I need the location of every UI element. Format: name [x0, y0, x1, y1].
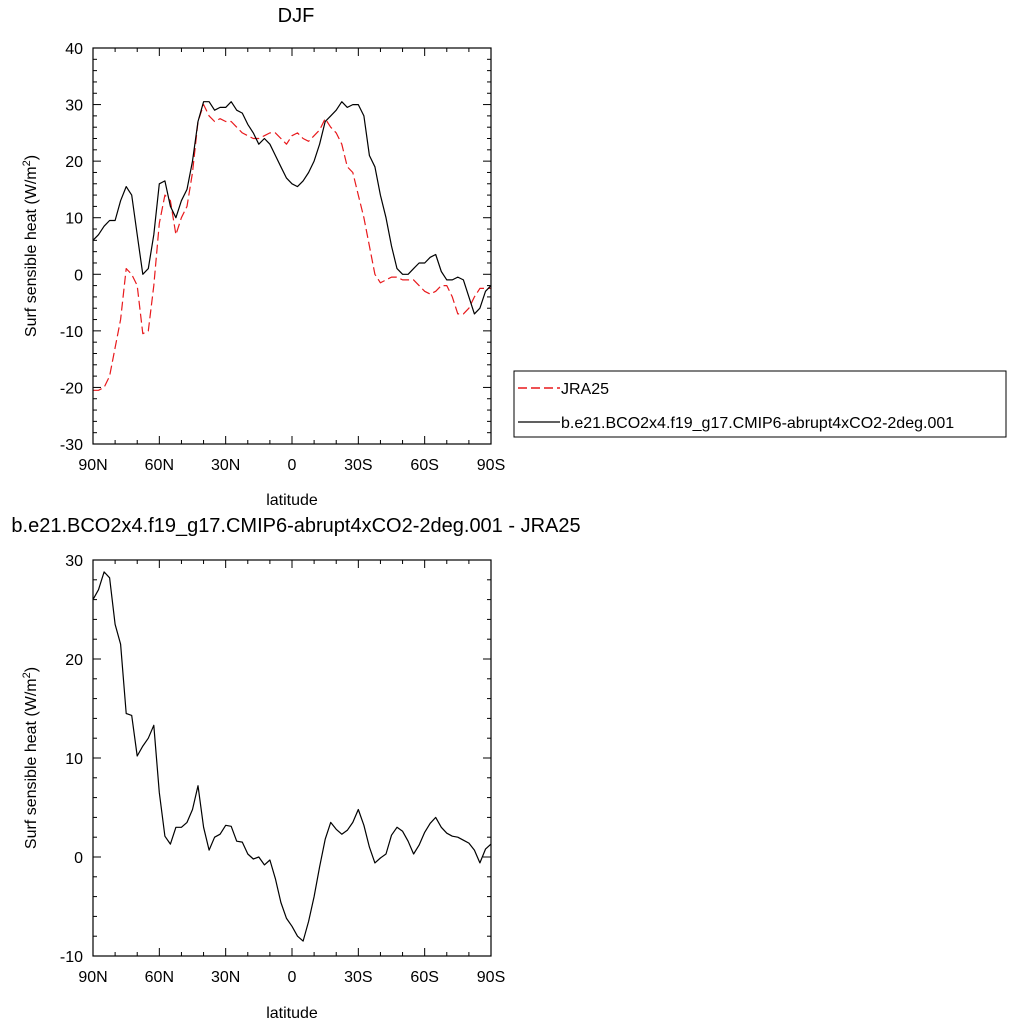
legend-label-jra25: JRA25 [561, 381, 609, 398]
x-tick-label: 90S [477, 457, 505, 474]
y-tick-label: 30 [65, 553, 83, 570]
series-line-1 [92, 101, 492, 315]
chart-djf: DJF 90N 60N 30N 0 30S 60S 90S -30 -20 -10 0 10 20 30 4… [21, 5, 1007, 509]
x-tick-label: 60N [145, 969, 174, 986]
legend-box [513, 370, 1007, 438]
y-tick-label: -20 [60, 380, 83, 397]
plot-frame [92, 47, 492, 445]
plot-frame [92, 559, 492, 957]
y-tick-label: -10 [60, 949, 83, 966]
y-tick-label: 40 [65, 41, 83, 58]
legend-label-model: b.e21.BCO2x4.f19_g17.CMIP6-abrupt4xCO2-2… [561, 415, 954, 432]
x-axis-label: latitude [266, 1005, 318, 1022]
x-tick-label: 90S [477, 969, 505, 986]
x-tick-label: 90N [78, 969, 107, 986]
legend: JRA25 b.e21.BCO2x4.f19_g17.CMIP6-abrupt4… [513, 370, 1007, 438]
y-axis-label-main: Surf sensible heat (W/m [23, 166, 40, 337]
y-tick-label: -30 [60, 437, 83, 454]
y-axis-label-main: Surf sensible heat (W/m [23, 678, 40, 849]
series-group [92, 571, 492, 942]
y-axis-label: Surf sensible heat (W/m2) [21, 155, 40, 337]
x-tick-label: 60S [410, 457, 438, 474]
series-group [92, 101, 492, 391]
y-axis-label-close: ) [23, 667, 40, 672]
series-line-0 [92, 571, 492, 942]
y-tick-label: 20 [65, 652, 83, 669]
chart-difference: b.e21.BCO2x4.f19_g17.CMIP6-abrupt4xCO2-2… [11, 515, 580, 1022]
x-tick-label: 30N [211, 457, 240, 474]
y-axis-label-sup: 2 [21, 160, 33, 166]
series-line-0 [93, 103, 491, 391]
y-axis-label-sup: 2 [21, 672, 33, 678]
x-tick-label: 90N [78, 457, 107, 474]
axes-ticks: 90N 60N 30N 0 30S 60S 90S -30 -20 -10 0 10 20 30 40 [60, 41, 505, 474]
x-tick-label: 0 [288, 457, 297, 474]
x-tick-label: 0 [288, 969, 297, 986]
y-tick-label: 30 [65, 98, 83, 115]
x-tick-label: 30S [344, 969, 372, 986]
chart-title: DJF [278, 5, 315, 27]
y-tick-label: 10 [65, 751, 83, 768]
y-axis-label-close: ) [23, 155, 40, 160]
axes-ticks: 90N 60N 30N 0 30S 60S 90S -10 0 10 20 30 [60, 553, 505, 986]
y-tick-label: -10 [60, 324, 83, 341]
y-tick-label: 10 [65, 211, 83, 228]
x-tick-label: 30N [211, 969, 240, 986]
x-tick-label: 60S [410, 969, 438, 986]
y-tick-label: 0 [74, 267, 83, 284]
y-axis-label: Surf sensible heat (W/m2) [21, 667, 40, 849]
x-tick-label: 30S [344, 457, 372, 474]
x-tick-label: 60N [145, 457, 174, 474]
chart-title: b.e21.BCO2x4.f19_g17.CMIP6-abrupt4xCO2-2… [11, 515, 580, 537]
y-tick-label: 0 [74, 850, 83, 867]
y-tick-label: 20 [65, 154, 83, 171]
x-axis-label: latitude [266, 492, 318, 509]
